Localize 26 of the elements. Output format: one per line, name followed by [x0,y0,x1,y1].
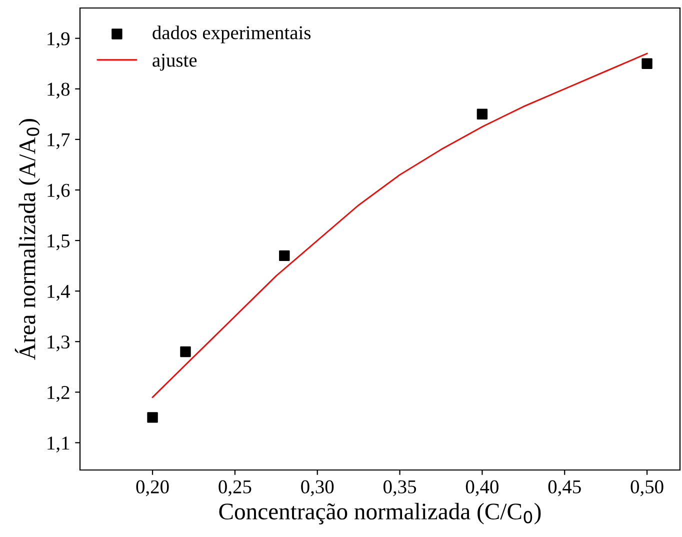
line-series [152,52,648,398]
x-tick-label: 0,45 [548,480,581,496]
point [147,412,158,423]
x-tick-label: 0,25 [218,480,252,496]
x-tick-label: 0,30 [301,480,334,496]
point [476,108,488,120]
x-axis-title: Concentração normalizada (C/C$_{0}$) [219,502,541,524]
y-tick-label: 1,6 [48,184,70,200]
point [180,346,191,358]
legend-label: ajuste [152,54,197,71]
point [642,58,652,69]
y-tick-label: 1,4 [48,284,70,301]
y-tick-label: 1,8 [48,82,70,99]
legend-label: dados experimentais [152,26,311,44]
y-tick-label: 1,3 [48,335,70,352]
y-tick-label: 1,5 [48,234,70,250]
y-axis-title: Área normalizada (A/A$_{0}$) [14,119,40,360]
y-tick-label: 1,7 [48,133,70,150]
x-tick-label: 0,35 [384,480,416,496]
x-tick-label: 0,20 [136,480,169,496]
x-tick-label: 0,40 [466,480,498,496]
y-tick-label: 1,2 [48,386,70,402]
x-tick-label: 0,50 [630,480,664,496]
point [279,250,290,262]
y-tick-label: 1,1 [48,436,70,452]
y-tick-label: 1,9 [48,32,70,48]
